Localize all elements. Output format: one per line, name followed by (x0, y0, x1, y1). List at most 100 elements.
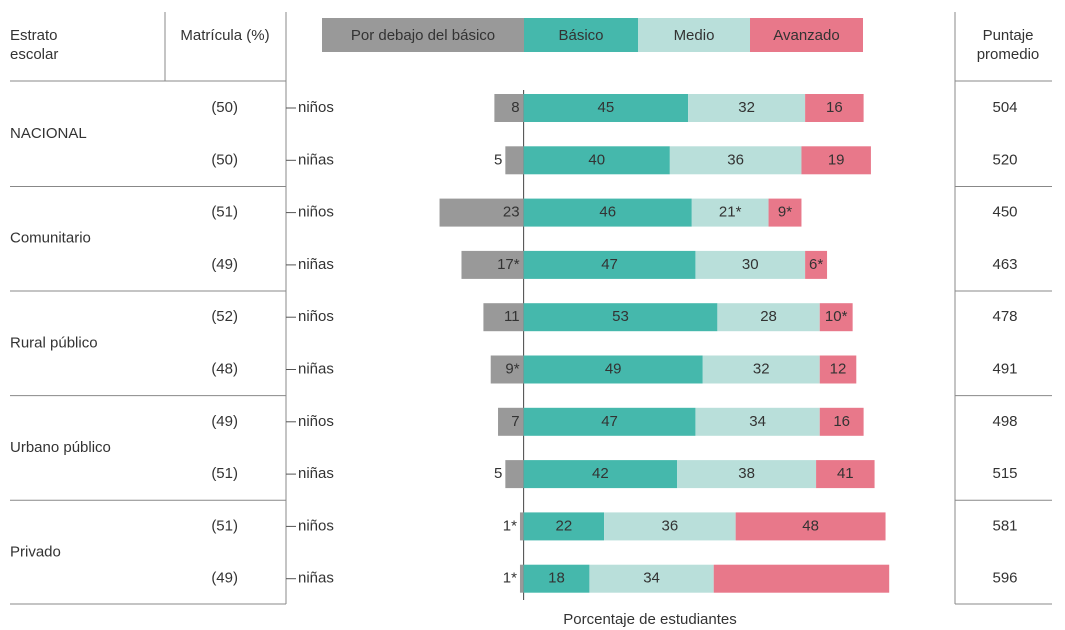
value-label: 8 (511, 99, 519, 116)
bar-segment (735, 512, 886, 541)
value-label: 34 (643, 570, 660, 587)
value-label: 28 (760, 308, 777, 325)
score-label: 520 (992, 151, 1017, 168)
value-label: 47 (601, 256, 618, 273)
bar-segment (819, 407, 864, 436)
bar-segment (589, 564, 714, 593)
bar-segment (702, 355, 820, 384)
legend-swatch (524, 18, 638, 52)
legend-swatch (638, 18, 750, 52)
bar-segment (523, 198, 692, 227)
header-stratum: Estrato escolar (10, 27, 59, 63)
value-label: 38 (738, 465, 755, 482)
bar-segment (523, 146, 670, 175)
bar-segment (439, 198, 524, 227)
value-label: 36 (662, 517, 679, 534)
value-label: 1* (503, 517, 517, 534)
bar-segment (490, 355, 524, 384)
header-score: Puntaje promedio (976, 27, 1040, 63)
bar-segment (688, 94, 806, 122)
bar-segment (805, 94, 864, 122)
enrollment-label: (48) (211, 360, 238, 377)
value-label: 49 (605, 360, 622, 377)
score-label: 463 (992, 256, 1017, 273)
value-label: 5 (494, 465, 502, 482)
value-label: 9* (505, 360, 519, 377)
bar-segment (483, 303, 524, 332)
value-label: 53 (612, 308, 629, 325)
value-label: 48 (802, 517, 819, 534)
value-label: 36 (727, 151, 744, 168)
bar-segment (505, 146, 524, 175)
value-label: 23 (503, 204, 520, 221)
value-label: 32 (753, 360, 770, 377)
value-label: 47 (601, 413, 618, 430)
value-label: 1* (503, 570, 517, 587)
bar-segment (523, 355, 703, 384)
value-label: 34 (749, 413, 766, 430)
value-label: 17* (497, 256, 520, 273)
value-label: 5 (494, 151, 502, 168)
value-label: 9* (778, 204, 792, 221)
legend-swatch (322, 18, 524, 52)
bar-segment (805, 250, 828, 279)
value-label: 12 (830, 360, 847, 377)
header-enrollment: Matrícula (%) (180, 27, 270, 44)
legend-swatch (750, 18, 863, 52)
value-label: 32 (738, 99, 755, 116)
bar-segment (669, 146, 802, 175)
row-label: niños (298, 99, 334, 116)
bar-segment (801, 146, 871, 175)
bar-segment (494, 94, 524, 122)
enrollment-label: (51) (211, 517, 238, 534)
bar-segment (523, 303, 718, 332)
score-label: 498 (992, 413, 1017, 430)
stratum-label: Privado (10, 544, 61, 561)
value-label: 11 (504, 308, 520, 325)
bar-segment (519, 564, 524, 593)
value-label: 6* (809, 256, 823, 273)
bar-segment (819, 355, 857, 384)
score-label: 596 (992, 570, 1017, 587)
legend-label: Avanzado (773, 27, 839, 44)
stratum-label: NACIONAL (10, 125, 87, 142)
score-label: 478 (992, 308, 1017, 325)
x-axis-label: Porcentaje de estudiantes (563, 611, 736, 628)
value-label: 16 (826, 99, 843, 116)
value-label: 7 (511, 413, 519, 430)
value-label: 30 (742, 256, 759, 273)
enrollment-label: (49) (211, 413, 238, 430)
bar-segment (695, 407, 820, 436)
row-label: niñas (298, 151, 334, 168)
bar-segment (523, 512, 605, 541)
score-label: 491 (992, 360, 1017, 377)
score-label: 504 (992, 99, 1017, 116)
value-label: 19 (828, 151, 845, 168)
stratum-label: Urbano público (10, 439, 111, 456)
enrollment-label: (50) (211, 151, 238, 168)
bar-segment (717, 303, 820, 332)
row-label: niñas (298, 465, 334, 482)
score-label: 581 (992, 517, 1017, 534)
value-label: 45 (598, 99, 615, 116)
bar-segment (604, 512, 736, 541)
legend-label: Medio (674, 27, 715, 44)
bar-segment (695, 250, 806, 279)
row-label: niños (298, 413, 334, 430)
bar-segment (768, 198, 802, 227)
row-label: niños (298, 204, 334, 221)
value-label: 22 (555, 517, 572, 534)
bar-segment (677, 460, 817, 489)
value-label: 46 (599, 204, 616, 221)
bar-segment (523, 250, 696, 279)
row-label: niños (298, 517, 334, 534)
enrollment-label: (49) (211, 256, 238, 273)
score-label: 515 (992, 465, 1017, 482)
value-label: 40 (588, 151, 605, 168)
enrollment-label: (50) (211, 99, 238, 116)
value-label: 42 (592, 465, 609, 482)
enrollment-label: (49) (211, 570, 238, 587)
enrollment-label: (51) (211, 465, 238, 482)
